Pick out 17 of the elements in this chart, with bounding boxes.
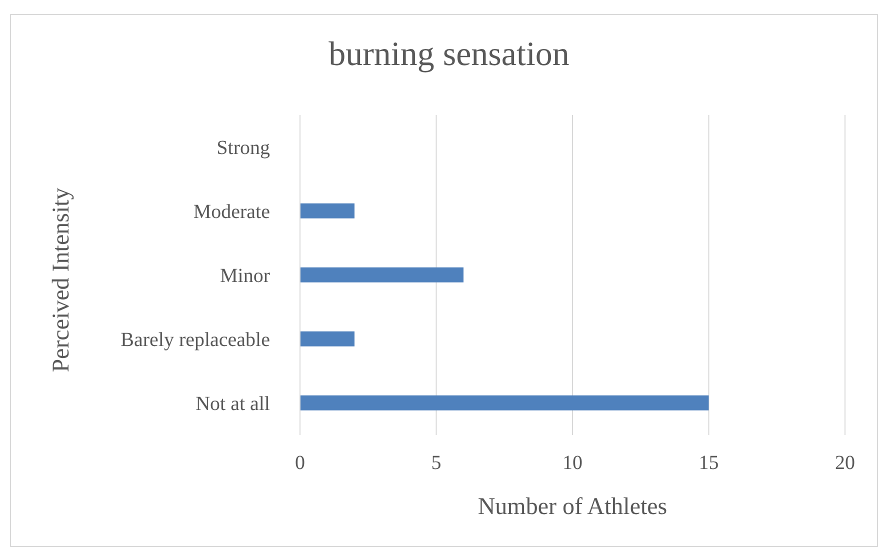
bar [300,203,354,218]
x-tick-label: 0 [295,452,305,474]
x-axis-title: Number of Athletes [476,494,668,521]
bar [300,395,709,410]
y-tick-label: Moderate [193,201,270,224]
y-axis-title: Perceived Intensity [48,188,76,372]
bar [300,267,464,282]
x-tick-label: 5 [431,452,442,474]
y-tick-label: Barely replaceable [120,329,270,352]
y-tick-label: Strong [216,137,270,160]
x-tick-label: 10 [562,452,582,474]
y-tick-label: Not at all [196,393,270,416]
chart-title: burning sensation [328,36,570,74]
bar [300,331,354,346]
x-tick-label: 15 [698,452,719,474]
x-tick-label: 20 [835,452,855,474]
y-tick-label: Minor [220,265,270,288]
